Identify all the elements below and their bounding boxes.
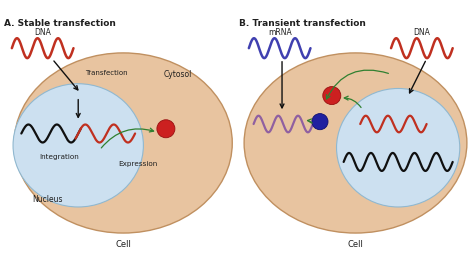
Text: Expression: Expression (118, 161, 157, 167)
Ellipse shape (14, 53, 232, 233)
Circle shape (312, 113, 328, 130)
Text: A. Stable transfection: A. Stable transfection (4, 18, 116, 28)
Circle shape (157, 120, 175, 138)
Text: DNA: DNA (34, 28, 51, 37)
Ellipse shape (337, 88, 460, 207)
Circle shape (323, 87, 341, 105)
Text: Transfection: Transfection (85, 70, 128, 76)
Text: DNA: DNA (413, 28, 430, 37)
Text: Cell: Cell (115, 240, 131, 249)
Text: mRNA: mRNA (268, 28, 292, 37)
Text: B. Transient transfection: B. Transient transfection (239, 18, 366, 28)
Text: Integration: Integration (39, 154, 79, 160)
Ellipse shape (244, 53, 467, 233)
Text: Nucleus: Nucleus (32, 195, 63, 204)
Text: Cytosol: Cytosol (164, 70, 192, 79)
Ellipse shape (13, 84, 143, 207)
Text: Cell: Cell (347, 240, 364, 249)
